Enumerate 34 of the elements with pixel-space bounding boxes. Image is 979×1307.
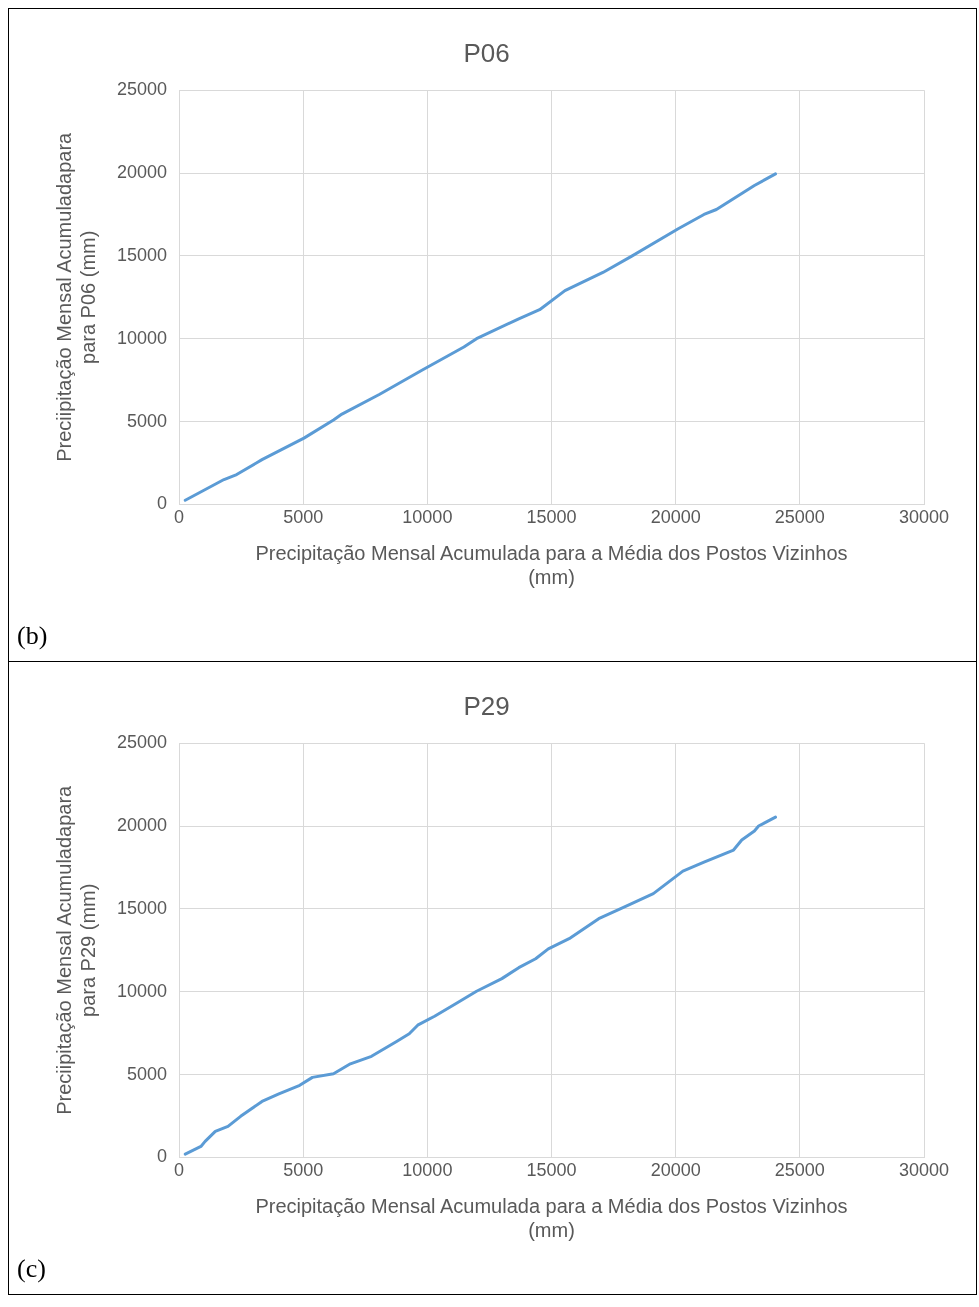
x-tick-label: 10000 — [402, 1160, 453, 1181]
text: (b) — [17, 621, 48, 651]
y-axis-title: Preciipitação Mensal Acumuladapara para P29 (mm) — [52, 784, 99, 1115]
y-tick-label: 15000 — [116, 897, 168, 918]
x-tick-label: 25000 — [774, 507, 825, 528]
x-tick-label: 20000 — [650, 507, 701, 528]
y-tick-label: 25000 — [116, 732, 168, 753]
y-tick-label: 20000 — [116, 162, 168, 183]
text: (c) — [17, 1254, 46, 1284]
x-tick-label: 30000 — [898, 507, 950, 528]
chart-title: P06 — [463, 37, 510, 68]
y-tick-label: 0 — [157, 1146, 168, 1167]
y-tick-label: 5000 — [127, 1063, 168, 1084]
y-tick-label: 15000 — [116, 244, 168, 265]
x-tick-label: 0 — [174, 507, 185, 528]
x-tick-label: 15000 — [526, 507, 577, 528]
y-tick-label: 5000 — [127, 410, 168, 431]
x-tick-label: 10000 — [402, 507, 453, 528]
x-tick-label: 25000 — [774, 1160, 825, 1181]
y-tick-label: 25000 — [116, 79, 168, 100]
y-tick-label: 20000 — [116, 815, 168, 836]
chart-title: P29 — [463, 690, 510, 721]
x-axis-title: Precipitação Mensal Acumulada para a Média dos Postos Vizinhos (mm) — [255, 1194, 848, 1241]
x-tick-label: 15000 — [526, 1160, 577, 1181]
x-tick-label: 5000 — [283, 1160, 324, 1181]
y-tick-label: 0 — [157, 493, 168, 514]
x-tick-label: 5000 — [283, 507, 324, 528]
y-axis-title: Preciipitação Mensal Acumuladapara para P06 (mm) — [52, 131, 99, 462]
x-tick-label: 20000 — [650, 1160, 701, 1181]
x-axis-title: Precipitação Mensal Acumulada para a Média dos Postos Vizinhos (mm) — [255, 541, 848, 588]
y-tick-label: 10000 — [116, 980, 168, 1001]
x-tick-label: 30000 — [898, 1160, 950, 1181]
x-tick-label: 0 — [174, 1160, 185, 1181]
y-tick-label: 10000 — [116, 327, 168, 348]
